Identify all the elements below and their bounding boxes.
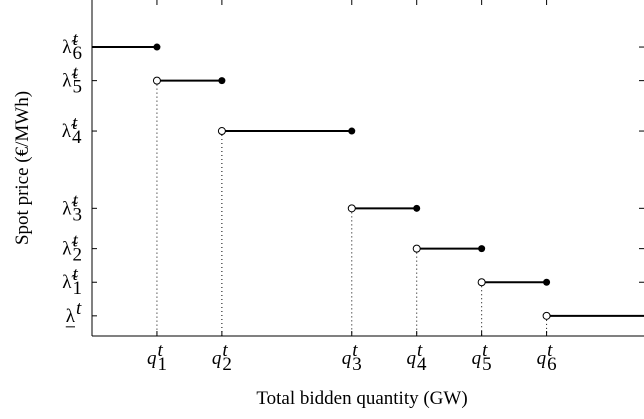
y-tick-label-sub: 3 xyxy=(73,204,83,225)
y-tick-label-sub: 5 xyxy=(73,77,83,98)
open-point xyxy=(347,204,356,213)
y-tick-label: λ̃ t6 xyxy=(62,29,82,64)
x-tick-label-base: q xyxy=(147,348,157,369)
y-tick-label-sub: 6 xyxy=(73,43,83,64)
x-tick-label-base: q xyxy=(537,348,547,369)
open-point xyxy=(477,278,486,287)
closed-point xyxy=(543,278,551,286)
y-tick-label-sup: t xyxy=(73,29,79,50)
x-tick-label-sub: 2 xyxy=(222,354,232,375)
y-tick-label: λ̃ t5 xyxy=(62,63,82,98)
y-tick-label: λ̃ t1 xyxy=(62,264,82,299)
x-tick-label: q t4 xyxy=(406,340,427,375)
y-tick-label-sub: 2 xyxy=(73,245,83,266)
y-tick-label-base: λ xyxy=(66,306,76,327)
x-tick-label-sub: 3 xyxy=(352,354,362,375)
x-tick-label-base: q xyxy=(342,348,352,369)
y-tick-label: λ̃ t2 xyxy=(62,231,82,266)
y-tick-label: λ̃ t3 xyxy=(62,190,82,225)
y-axis-label: Spot price (€/MWh) xyxy=(12,91,33,245)
y-tick-label-sup: t xyxy=(73,231,79,252)
y-tick-label-sup: t xyxy=(73,190,79,211)
x-tick-label-base: q xyxy=(406,348,416,369)
x-tick-label-base: q xyxy=(212,348,222,369)
x-tick-label: q t3 xyxy=(342,340,362,375)
x-tick-label-sub: 6 xyxy=(547,354,557,375)
closed-point xyxy=(478,245,486,253)
open-point xyxy=(152,76,161,85)
x-tick-label-sup: t xyxy=(157,340,163,361)
x-tick-label: q t1 xyxy=(147,340,167,375)
x-tick-label-sub: 5 xyxy=(482,354,492,375)
y-tick-label-sup: t xyxy=(76,298,82,319)
x-tick-label: q t2 xyxy=(212,340,232,375)
x-tick-label-sup: t xyxy=(482,340,488,361)
closed-point xyxy=(348,127,356,135)
x-tick-label-sup: t xyxy=(352,340,358,361)
x-tick-label-sup: t xyxy=(417,340,423,361)
closed-point xyxy=(218,77,226,85)
x-tick-label: q t6 xyxy=(537,340,557,375)
open-point xyxy=(217,127,226,136)
x-tick-label-sup: t xyxy=(547,340,553,361)
open-point xyxy=(412,244,421,253)
y-tick-label-sup: t xyxy=(73,63,79,84)
x-tick-label: q t5 xyxy=(472,340,492,375)
y-tick-label-sup: t xyxy=(73,264,79,285)
open-point xyxy=(542,311,551,320)
y-tick-label-sup: t xyxy=(72,113,78,134)
x-tick-label-sup: t xyxy=(222,340,228,361)
x-tick-label-base: q xyxy=(472,348,482,369)
y-tick-label-sub: 4 xyxy=(72,127,82,148)
x-axis-label: Total bidden quantity (GW) xyxy=(256,388,467,409)
y-tick-label: λ̃ t4 xyxy=(62,113,82,148)
x-tick-label-sub: 1 xyxy=(157,354,167,375)
closed-point xyxy=(153,43,161,51)
closed-point xyxy=(413,204,421,212)
x-tick-label-sub: 4 xyxy=(417,354,427,375)
y-tick-label-sub: 1 xyxy=(73,278,83,299)
